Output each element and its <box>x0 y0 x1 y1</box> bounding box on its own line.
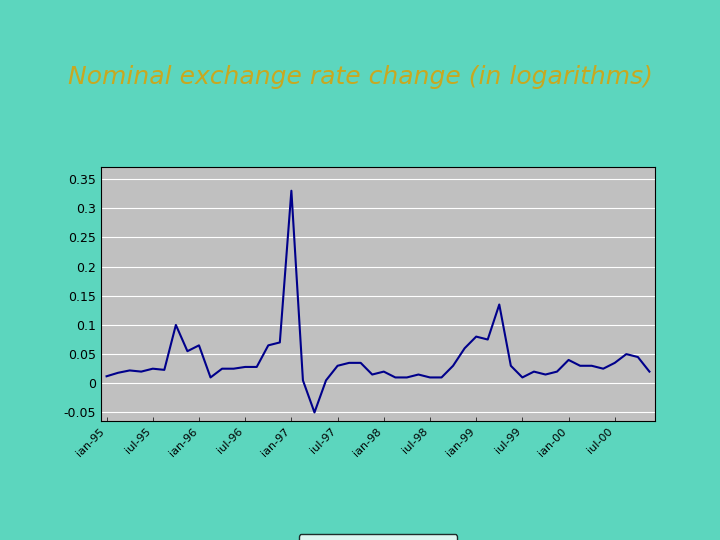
L_EXCHRATE_DIF <box>299 377 307 383</box>
L_EXCHRATE_DIF <box>356 360 365 366</box>
L_EXCHRATE_DIF <box>611 360 619 366</box>
L_EXCHRATE_DIF <box>368 372 377 378</box>
L_EXCHRATE_DIF <box>241 364 250 370</box>
L_EXCHRATE_DIF <box>345 360 354 366</box>
L_EXCHRATE_DIF <box>125 367 134 374</box>
Legend: L_EXCHRATE_DIF: L_EXCHRATE_DIF <box>299 534 457 540</box>
L_EXCHRATE_DIF <box>206 374 215 381</box>
L_EXCHRATE_DIF <box>194 342 203 349</box>
L_EXCHRATE_DIF <box>160 367 168 373</box>
L_EXCHRATE_DIF <box>333 362 342 369</box>
L_EXCHRATE_DIF <box>171 322 180 328</box>
L_EXCHRATE_DIF <box>472 333 480 340</box>
L_EXCHRATE_DIF <box>506 362 515 369</box>
L_EXCHRATE_DIF <box>576 362 585 369</box>
L_EXCHRATE_DIF <box>114 369 122 376</box>
L_EXCHRATE_DIF <box>460 345 469 352</box>
L_EXCHRATE_DIF <box>437 374 446 381</box>
L_EXCHRATE_DIF <box>426 374 434 381</box>
L_EXCHRATE_DIF <box>564 357 573 363</box>
L_EXCHRATE_DIF <box>102 373 111 380</box>
L_EXCHRATE_DIF <box>264 342 273 349</box>
L_EXCHRATE_DIF <box>287 187 296 194</box>
L_EXCHRATE_DIF <box>183 348 192 354</box>
L_EXCHRATE_DIF <box>483 336 492 343</box>
L_EXCHRATE_DIF <box>402 374 411 381</box>
L_EXCHRATE_DIF <box>599 366 608 372</box>
Text: Nominal exchange rate change (in logarithms): Nominal exchange rate change (in logarit… <box>68 65 652 89</box>
L_EXCHRATE_DIF <box>414 372 423 378</box>
L_EXCHRATE_DIF <box>379 368 388 375</box>
L_EXCHRATE_DIF <box>588 362 596 369</box>
L_EXCHRATE_DIF <box>217 366 226 372</box>
L_EXCHRATE_DIF <box>310 409 319 416</box>
L_EXCHRATE_DIF <box>622 351 631 357</box>
L_EXCHRATE_DIF <box>449 362 457 369</box>
L_EXCHRATE_DIF <box>645 368 654 375</box>
L_EXCHRATE_DIF <box>137 368 145 375</box>
L_EXCHRATE_DIF <box>253 364 261 370</box>
L_EXCHRATE_DIF <box>634 354 642 360</box>
L_EXCHRATE_DIF <box>541 372 550 378</box>
L_EXCHRATE_DIF <box>229 366 238 372</box>
Line: L_EXCHRATE_DIF: L_EXCHRATE_DIF <box>107 191 649 413</box>
L_EXCHRATE_DIF <box>148 366 157 372</box>
L_EXCHRATE_DIF <box>276 339 284 346</box>
L_EXCHRATE_DIF <box>530 368 539 375</box>
L_EXCHRATE_DIF <box>322 377 330 383</box>
L_EXCHRATE_DIF <box>518 374 527 381</box>
L_EXCHRATE_DIF <box>391 374 400 381</box>
L_EXCHRATE_DIF <box>553 368 562 375</box>
L_EXCHRATE_DIF <box>495 301 503 308</box>
